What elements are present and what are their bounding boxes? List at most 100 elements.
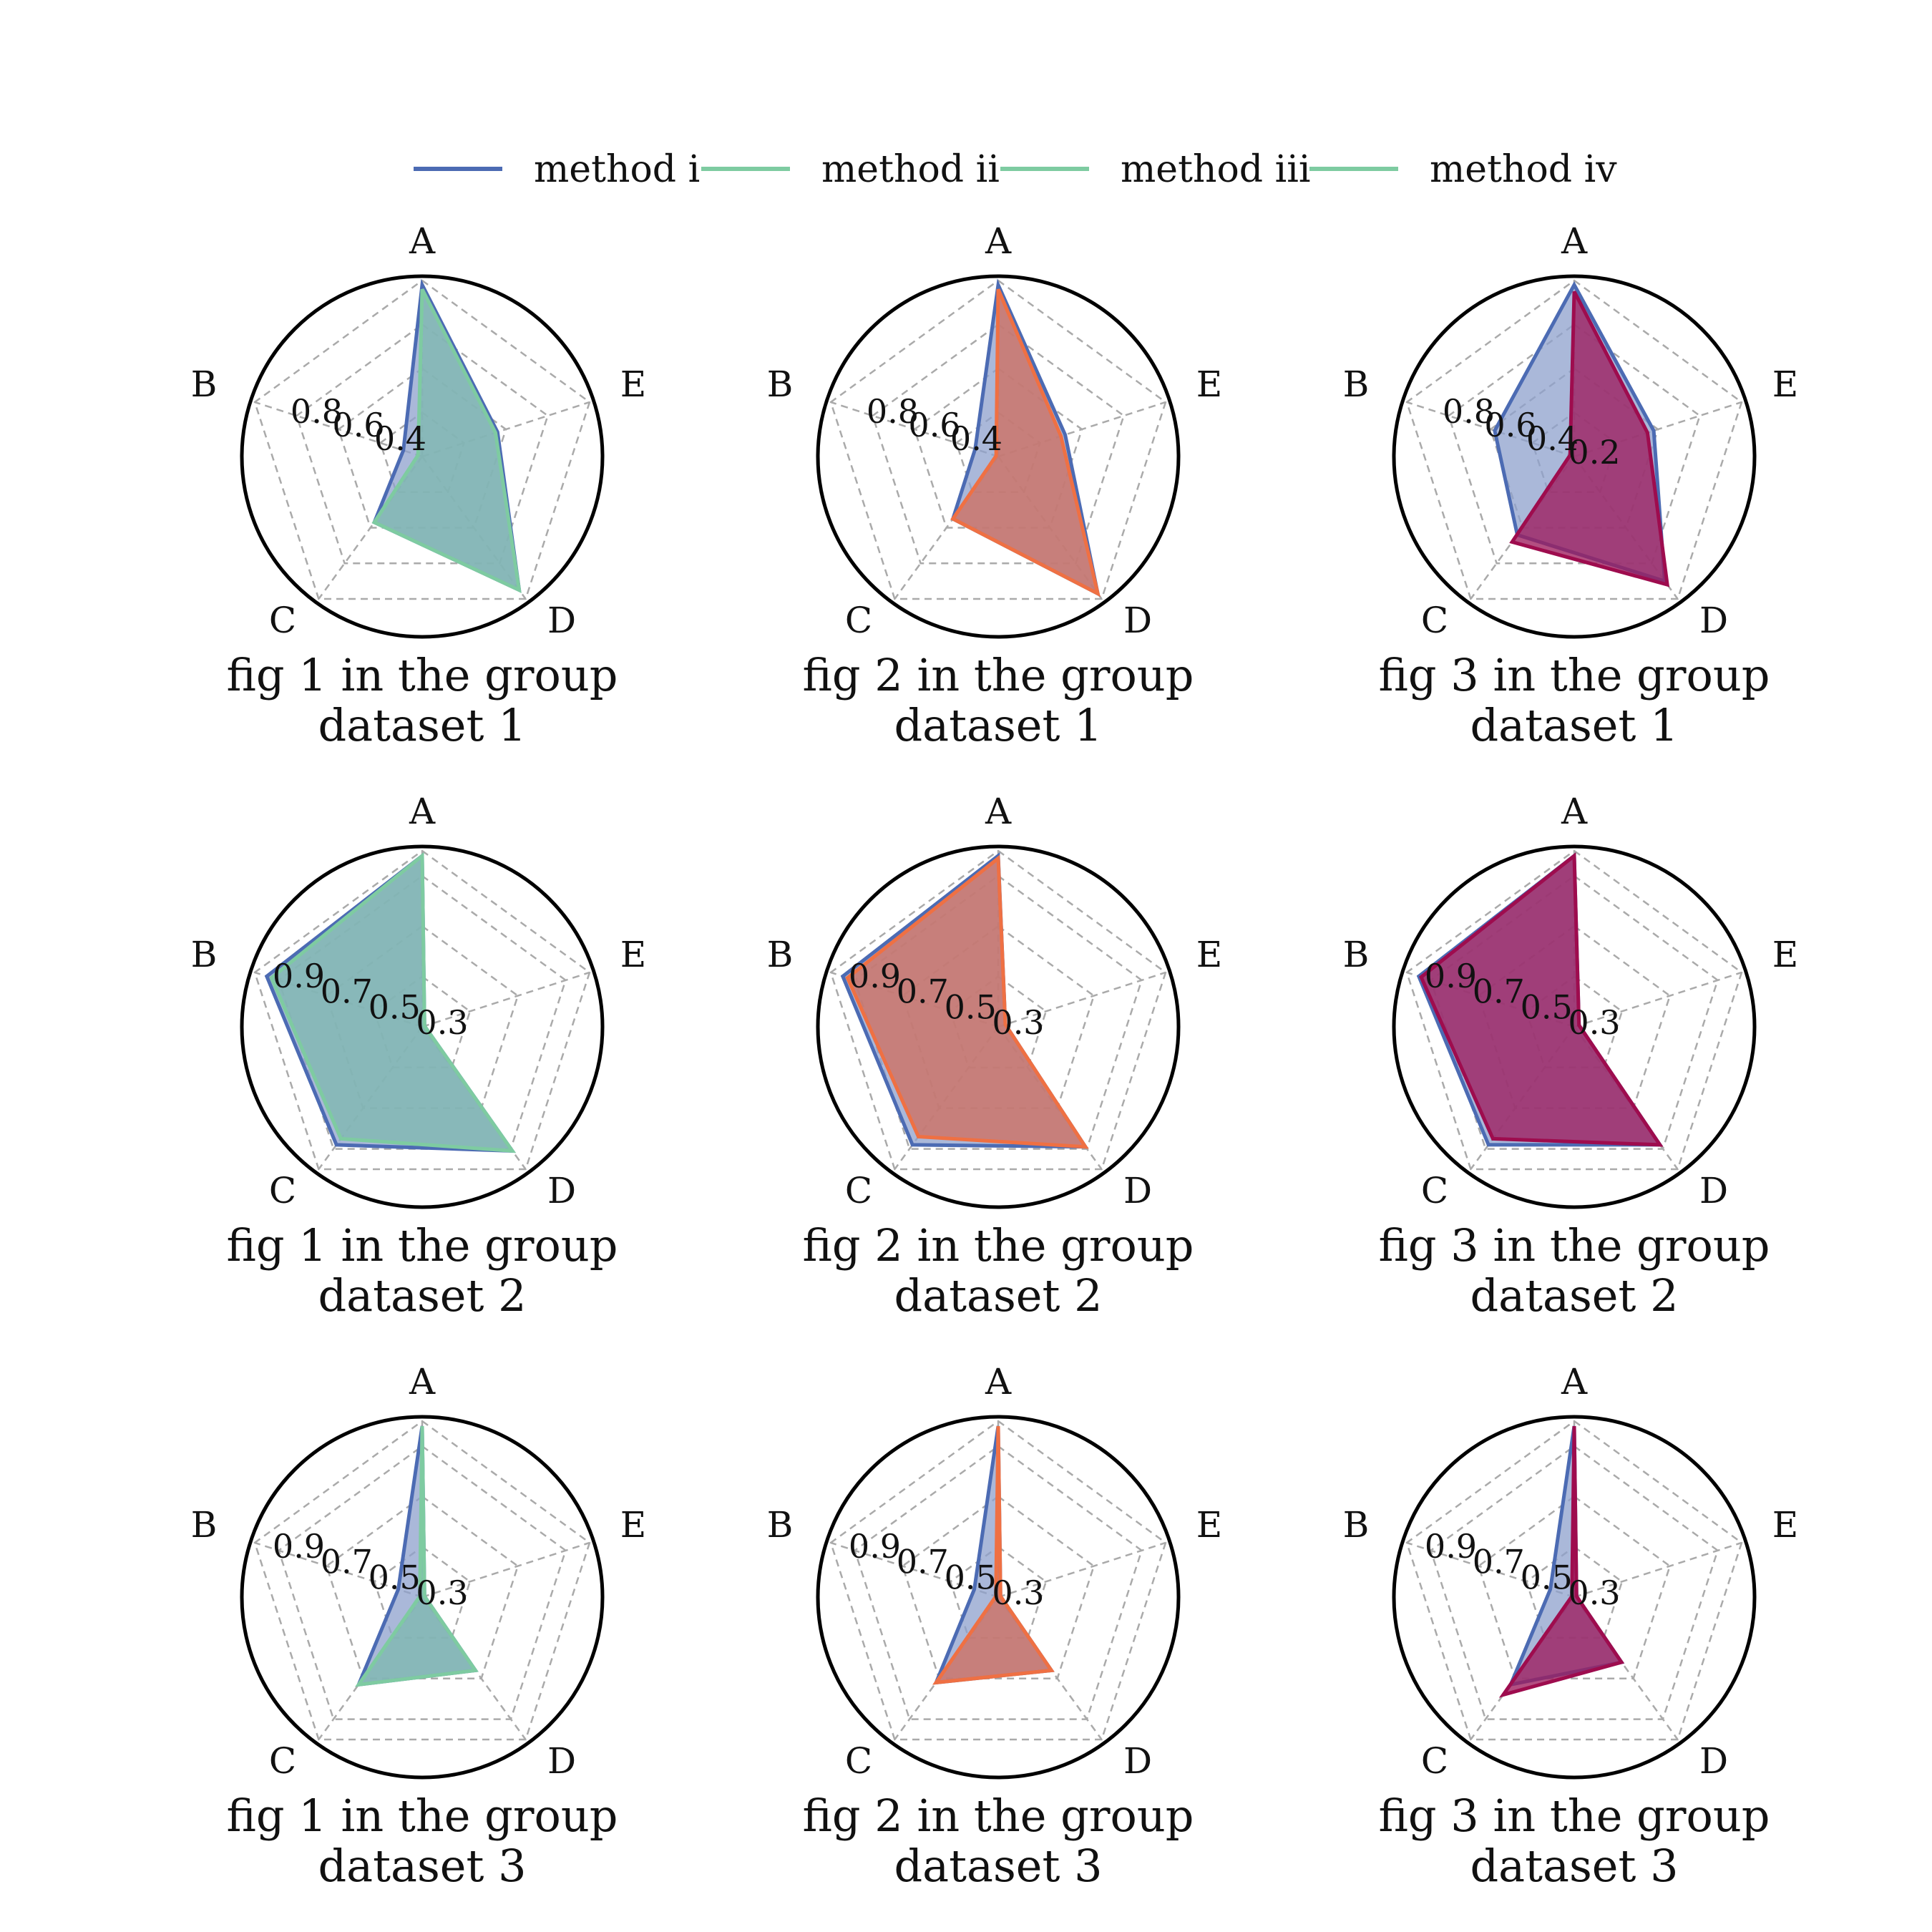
series-polygon [1419, 852, 1664, 1147]
series-polygon [845, 854, 1089, 1149]
axis-label: B [1343, 934, 1370, 975]
axis-label: B [767, 364, 794, 405]
tick-label: 0.9 [1425, 1527, 1477, 1566]
tick-label: 0.9 [849, 1527, 901, 1566]
grid-spoke [421, 971, 590, 1028]
outer-circle [816, 1415, 1181, 1780]
grid-ring [872, 323, 1125, 565]
tick-label: 0.8 [867, 392, 919, 431]
tick-label: 0.3 [1568, 1003, 1620, 1042]
axis-label: B [767, 1504, 794, 1546]
tick-label: 0.3 [416, 1003, 468, 1042]
axis-label: E [1772, 364, 1799, 405]
grid-spoke [997, 1541, 1166, 1599]
grid-ring [1477, 1495, 1672, 1679]
panel-dataset-label: dataset 3 [318, 1840, 526, 1892]
grid-ring [253, 849, 591, 1171]
legend: method i method ii method iii method iv [414, 148, 1617, 191]
axis-label: B [191, 1504, 218, 1546]
axis-label: B [1343, 1504, 1370, 1546]
grid-ring [1430, 1445, 1719, 1720]
outer-circle [816, 274, 1181, 639]
grid-ring [1405, 279, 1743, 600]
axis-label: E [620, 364, 647, 405]
tick-label: 0.3 [1568, 1574, 1620, 1612]
grid-spoke [254, 1541, 423, 1599]
tick-label: 0.5 [945, 1558, 997, 1596]
axis-label: E [1772, 1504, 1799, 1546]
axis-label: C [1421, 1170, 1448, 1211]
axis-label: D [1699, 600, 1728, 641]
outer-circle [1392, 844, 1757, 1209]
panel-dataset-label: dataset 3 [1470, 1840, 1678, 1892]
axis-label: C [269, 600, 296, 641]
axis-label: E [1196, 1504, 1223, 1546]
axis-label: A [1561, 220, 1588, 262]
legend-label: method iv [1430, 148, 1617, 191]
grid-ring [1405, 1420, 1743, 1741]
axis-label: A [409, 791, 436, 832]
axis-label: A [985, 1361, 1012, 1402]
axis-label: B [1343, 364, 1370, 405]
outer-circle [240, 1415, 605, 1780]
grid-spoke [1574, 971, 1742, 1028]
panel-caption: fig 1 in the group [227, 649, 618, 701]
legend-label: method ii [821, 148, 1000, 191]
tick-label: 0.4 [950, 419, 1002, 458]
axis-label: A [985, 220, 1012, 262]
tick-label: 0.7 [1473, 972, 1525, 1011]
axis-label: E [620, 1504, 647, 1546]
legend-label: method iii [1121, 148, 1310, 191]
axis-label: B [191, 364, 218, 405]
grid-ring [901, 1495, 1096, 1679]
axis-label: E [1772, 934, 1799, 975]
axis-label: D [547, 1740, 576, 1782]
series-polygon [269, 852, 517, 1153]
tick-label: 0.7 [321, 1543, 373, 1581]
panel-dataset-label: dataset 2 [318, 1269, 526, 1322]
panel-caption: fig 2 in the group [803, 1790, 1194, 1842]
tick-label: 0.5 [369, 1558, 421, 1596]
grid-ring [296, 323, 549, 565]
axis-label: C [1421, 600, 1448, 641]
tick-label: 0.9 [273, 957, 325, 995]
series-polygon [1498, 1425, 1625, 1698]
tick-label: 0.8 [291, 392, 343, 431]
tick-label: 0.7 [897, 1543, 949, 1581]
panel-dataset-label: dataset 1 [318, 699, 526, 751]
series-polygon [354, 1425, 479, 1687]
grid-spoke [1574, 1541, 1742, 1599]
grid-ring [253, 279, 591, 600]
tick-label: 0.6 [332, 406, 384, 444]
grid-ring [1448, 323, 1701, 565]
tick-label: 0.6 [908, 406, 960, 444]
outer-circle [1392, 1415, 1757, 1780]
tick-label: 0.5 [369, 987, 421, 1026]
axis-label: D [547, 1170, 576, 1211]
panel-caption: fig 3 in the group [1379, 649, 1770, 701]
panel-caption: fig 2 in the group [803, 649, 1194, 701]
grid-spoke [830, 401, 999, 458]
axis-label: D [1123, 600, 1152, 641]
grid-ring [854, 1445, 1143, 1720]
grid-spoke [1406, 1541, 1575, 1599]
axis-label: E [1196, 934, 1223, 975]
axis-label: C [269, 1170, 296, 1211]
tick-label: 0.3 [416, 1574, 468, 1612]
tick-label: 0.8 [1443, 392, 1495, 431]
axis-label: B [191, 934, 218, 975]
series-polygon [371, 288, 522, 593]
series-polygon [932, 1425, 1055, 1685]
axis-label: C [845, 1170, 872, 1211]
tick-label: 0.9 [1425, 957, 1477, 995]
grid-spoke [254, 401, 423, 458]
